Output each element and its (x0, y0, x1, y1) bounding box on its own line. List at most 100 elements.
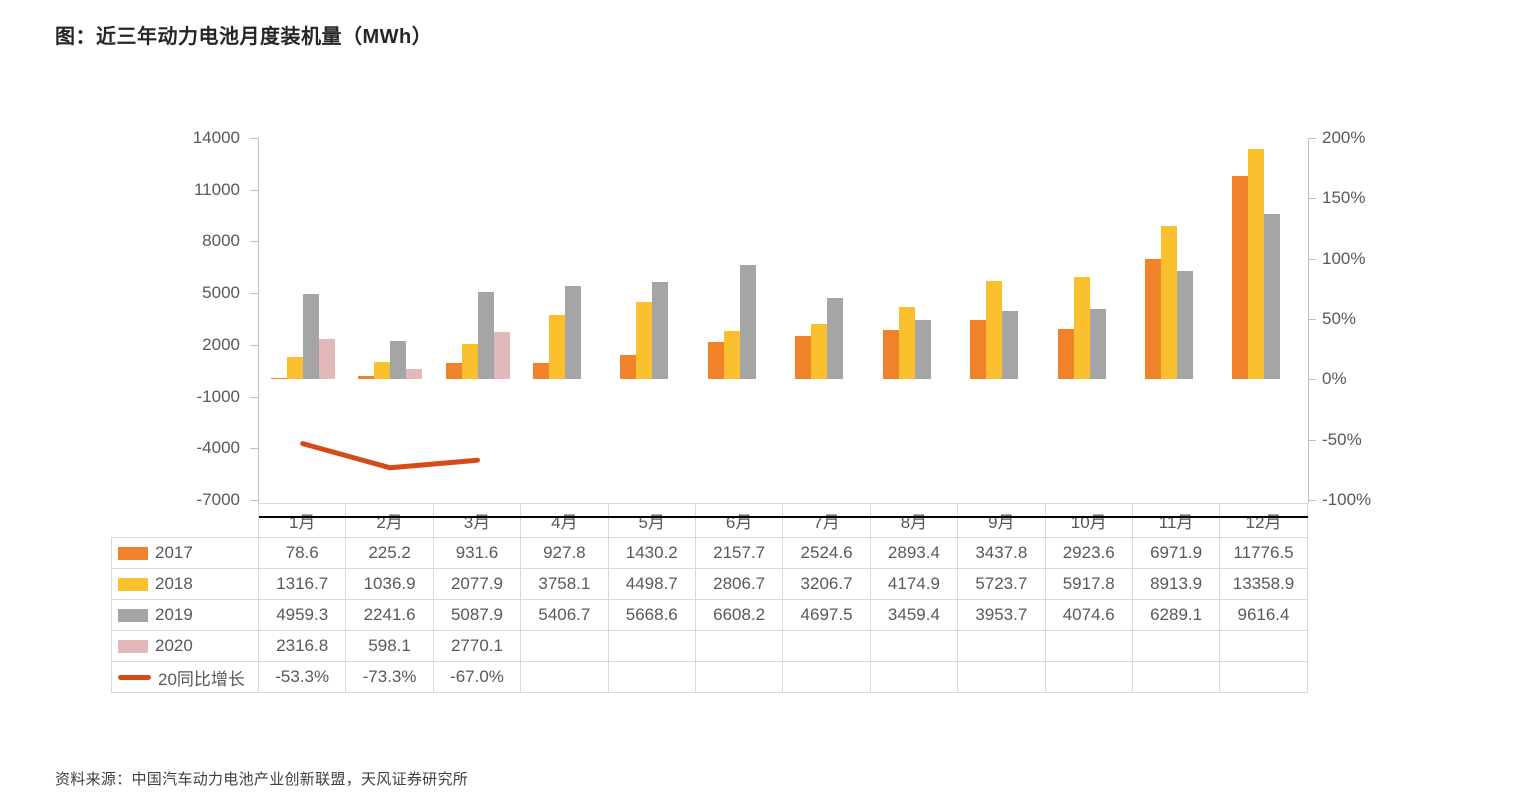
growth-line (300, 441, 480, 471)
legend-cell-2020: 2020 (111, 630, 259, 662)
bar-2017-m5 (620, 354, 637, 380)
bar-2018-m6 (723, 331, 740, 380)
legend-cell-20同比增长: 20同比增长 (111, 661, 259, 693)
cell-2020-m11 (1131, 630, 1221, 662)
cell-2017-m2: 225.2 (345, 537, 434, 569)
cell-2018-m4: 3758.1 (520, 568, 609, 600)
right-axis-tick-label: 150% (1322, 188, 1366, 208)
bar-2017-m11 (1144, 259, 1161, 380)
bar-2018-m5 (636, 301, 653, 380)
right-axis-tick (1308, 198, 1316, 200)
cell-2019-m10: 4074.6 (1044, 599, 1133, 631)
cell-20同比增长-m2: -73.3% (345, 661, 434, 693)
bar-2019-m3 (477, 291, 494, 380)
left-axis-tick (250, 241, 258, 243)
left-axis-tick-label: 5000 (202, 283, 240, 303)
left-axis-tick-label: -4000 (196, 438, 240, 458)
bar-2018-m8 (898, 307, 915, 380)
right-axis-tick (1308, 379, 1316, 381)
right-axis-tick-label: 50% (1322, 309, 1357, 328)
bar-2018-m2 (374, 361, 391, 380)
growth-line-layer (300, 441, 480, 471)
bar-2017-m4 (533, 363, 549, 380)
cell-2017-m9: 3437.8 (957, 537, 1046, 569)
table-row-20同比增长: 20同比增长 -53.3% -73.3% -67.0% (111, 661, 1308, 693)
cell-2018-m11: 8913.9 (1131, 568, 1221, 600)
legend-cell-2018: 2018 (111, 568, 259, 600)
cell-2019-m11: 6289.1 (1131, 599, 1221, 631)
cell-20同比增长-m9 (957, 661, 1046, 693)
cell-20同比增长-m10 (1044, 661, 1133, 693)
cell-2019-m9: 3953.7 (957, 599, 1046, 631)
cell-20同比增长-m6 (694, 661, 784, 693)
plot-area (259, 138, 1308, 518)
cell-2020-m12 (1219, 630, 1308, 662)
bar-2019-m7 (827, 298, 844, 380)
cell-2020-m2: 598.1 (345, 630, 434, 662)
month-header-10: 10月 (1044, 503, 1133, 538)
source-note: 资料来源：中国汽车动力电池产业创新联盟，天风证券研究所 (55, 771, 469, 788)
cell-2020-m7 (782, 630, 871, 662)
cell-2018-m8: 4174.9 (869, 568, 959, 600)
right-axis-line (1308, 138, 1309, 503)
legend-cell-2019: 2019 (111, 599, 259, 631)
left-axis-tick (250, 138, 258, 139)
cell-2017-m10: 2923.6 (1044, 537, 1133, 569)
right-axis-tick (1308, 439, 1316, 441)
cell-2018-m12: 13358.9 (1219, 568, 1308, 600)
cell-2018-m3: 2077.9 (432, 568, 522, 600)
right-axis-tick-label: 0% (1322, 369, 1347, 389)
bar-2020-m1 (318, 339, 335, 380)
right-axis-tick (1308, 138, 1316, 139)
right-axis-tick (1308, 500, 1316, 501)
cell-2018-m7: 3206.7 (782, 568, 871, 600)
data-table: 1月 2月 3月 4月 5月 6月 7月 8月 9月 10月 11月 12月 2017 78.6 225.2… (111, 503, 1308, 693)
cell-2017-m12: 11776.5 (1219, 537, 1308, 569)
month-header-6: 6月 (694, 503, 784, 538)
bar-2020-m2 (406, 369, 423, 380)
cell-2018-m10: 5917.8 (1044, 568, 1133, 600)
cell-2019-m3: 5087.9 (432, 599, 522, 631)
cell-2017-m1: 78.6 (257, 537, 347, 569)
month-header-2: 2月 (345, 503, 434, 538)
left-axis-tick-label: -7000 (196, 490, 240, 509)
left-axis-tick-label: 14000 (192, 128, 240, 147)
left-axis-tick (250, 448, 258, 450)
cell-20同比增长-m8 (869, 661, 959, 693)
table-row-2018: 2018 1316.7 1036.9 2077.9 3758.1 4498.7 2806.7… (111, 568, 1308, 600)
legend-bar-swatch-2018 (118, 577, 148, 591)
bar-2018-m9 (986, 280, 1002, 380)
table-corner-cell (111, 503, 259, 538)
cell-2019-m6: 6608.2 (694, 599, 784, 631)
cell-20同比增长-m12 (1219, 661, 1308, 693)
right-axis-tick (1308, 319, 1316, 320)
bar-2019-m11 (1176, 270, 1193, 380)
left-axis-tick-label: 8000 (202, 231, 240, 251)
cell-20同比增长-m4 (520, 661, 609, 693)
cell-2018-m6: 2806.7 (694, 568, 784, 600)
legend-label-2018: 2018 (155, 574, 193, 593)
cell-20同比增长-m1: -53.3% (257, 661, 347, 693)
cell-2018-m5: 4498.7 (607, 568, 696, 600)
cell-2019-m8: 3459.4 (869, 599, 959, 631)
month-header-1: 1月 (257, 503, 347, 538)
cell-2019-m2: 2241.6 (345, 599, 434, 631)
cell-2017-m5: 1430.2 (607, 537, 696, 569)
right-axis-tick-label: 100% (1322, 248, 1366, 268)
cell-2017-m7: 2524.6 (782, 537, 871, 569)
cell-2019-m1: 4959.3 (257, 599, 347, 631)
cell-2018-m1: 1316.7 (257, 568, 347, 600)
bar-2017-m1 (270, 378, 287, 380)
bar-2018-m3 (461, 343, 478, 380)
legend-bar-swatch-2020 (118, 639, 148, 653)
legend-label-2017: 2017 (155, 543, 193, 562)
bar-2019-m5 (652, 281, 669, 380)
month-header-9: 9月 (957, 503, 1046, 538)
bar-2017-m3 (445, 363, 462, 380)
legend-line-swatch-20同比增长 (118, 674, 151, 680)
left-axis-tick (250, 396, 258, 398)
left-axis-tick (250, 500, 258, 501)
bar-2017-m9 (970, 320, 986, 380)
cell-2017-m4: 927.8 (520, 537, 609, 569)
